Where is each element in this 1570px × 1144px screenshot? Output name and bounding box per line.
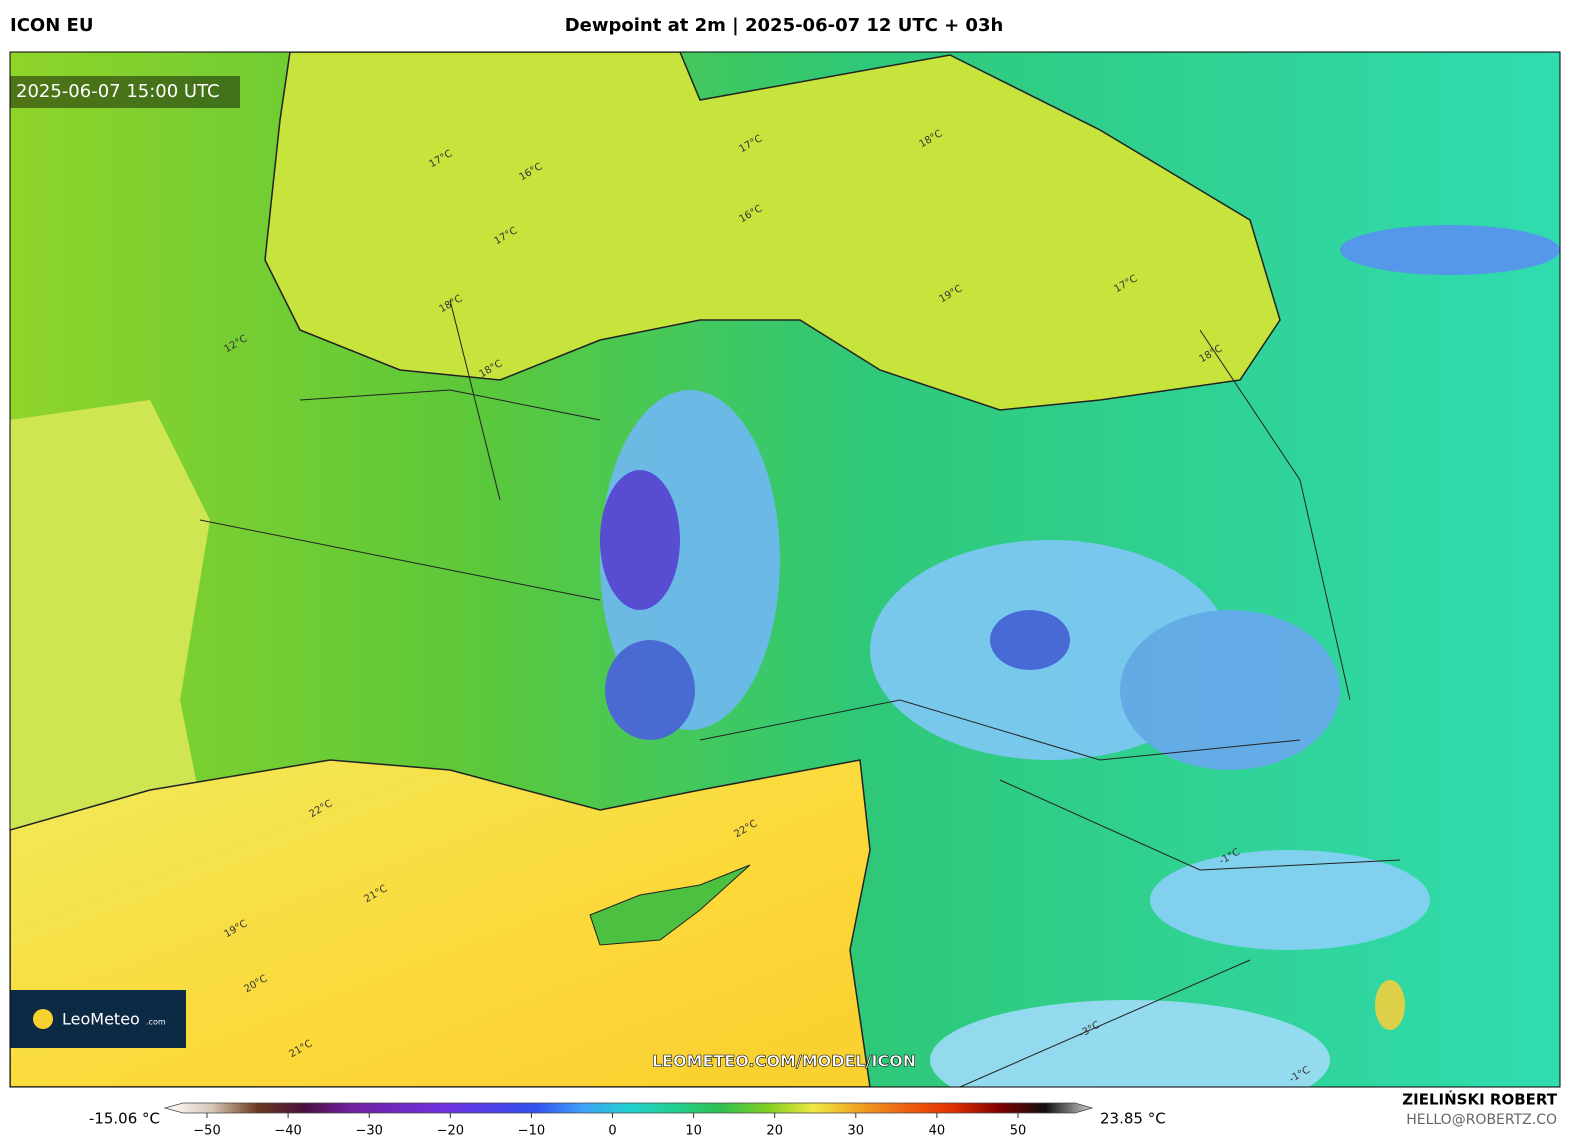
colorbar-tick-label: 20 [766,1124,783,1139]
colorbar-tick-label: 40 [929,1124,946,1139]
model-name: ICON EU [10,15,93,36]
colorbar-tick-label: −20 [437,1124,464,1139]
colorbar-ticks: −50 −40 −30 −20 −10 0 10 20 30 40 50 [193,1113,1026,1139]
colorbar [163,1102,1094,1114]
aegean [10,400,210,830]
map-frame [9,51,1561,1088]
dewpoint-blobs [600,225,1560,1087]
mediterranean [10,759,871,1087]
valid-time: 2025-06-07 15:00 UTC [16,81,220,102]
email: HELLO@ROBERTZ.CO [1406,1112,1557,1128]
map-title: Dewpoint at 2m | 2025-06-07 12 UTC + 03h [565,15,1004,36]
colorbar-tick-label: 50 [1010,1124,1027,1139]
colorbar-tick-label: 0 [608,1124,616,1139]
map: 17°C16°C17°C16°C18°C17°C18°C18°C19°C 17°C… [10,52,1560,1087]
colorbar-min: -15.06 °C [89,1110,160,1128]
colorbar-tick-label: −40 [274,1124,301,1139]
logo-suffix: .com [146,1018,166,1027]
colorbar-tick-label: 10 [685,1124,702,1139]
logo-sun [33,1009,53,1029]
black-sea [264,52,1281,411]
borders [199,299,1401,1087]
watermark: LEOMETEO.COM/MODEL/ICON [652,1052,916,1071]
colorbar-tick-label: −10 [518,1124,545,1139]
logo-name: LeoMeteo [62,1010,140,1029]
colorbar-tick-label: 30 [848,1124,865,1139]
colorbar-tick-label: −30 [355,1124,382,1139]
author: ZIELIŃSKI ROBERT [1402,1090,1557,1109]
cyprus [589,864,751,946]
colorbar-tick-label: −50 [193,1124,220,1139]
colorbar-max: 23.85 °C [1100,1110,1166,1128]
time-box [10,76,240,108]
